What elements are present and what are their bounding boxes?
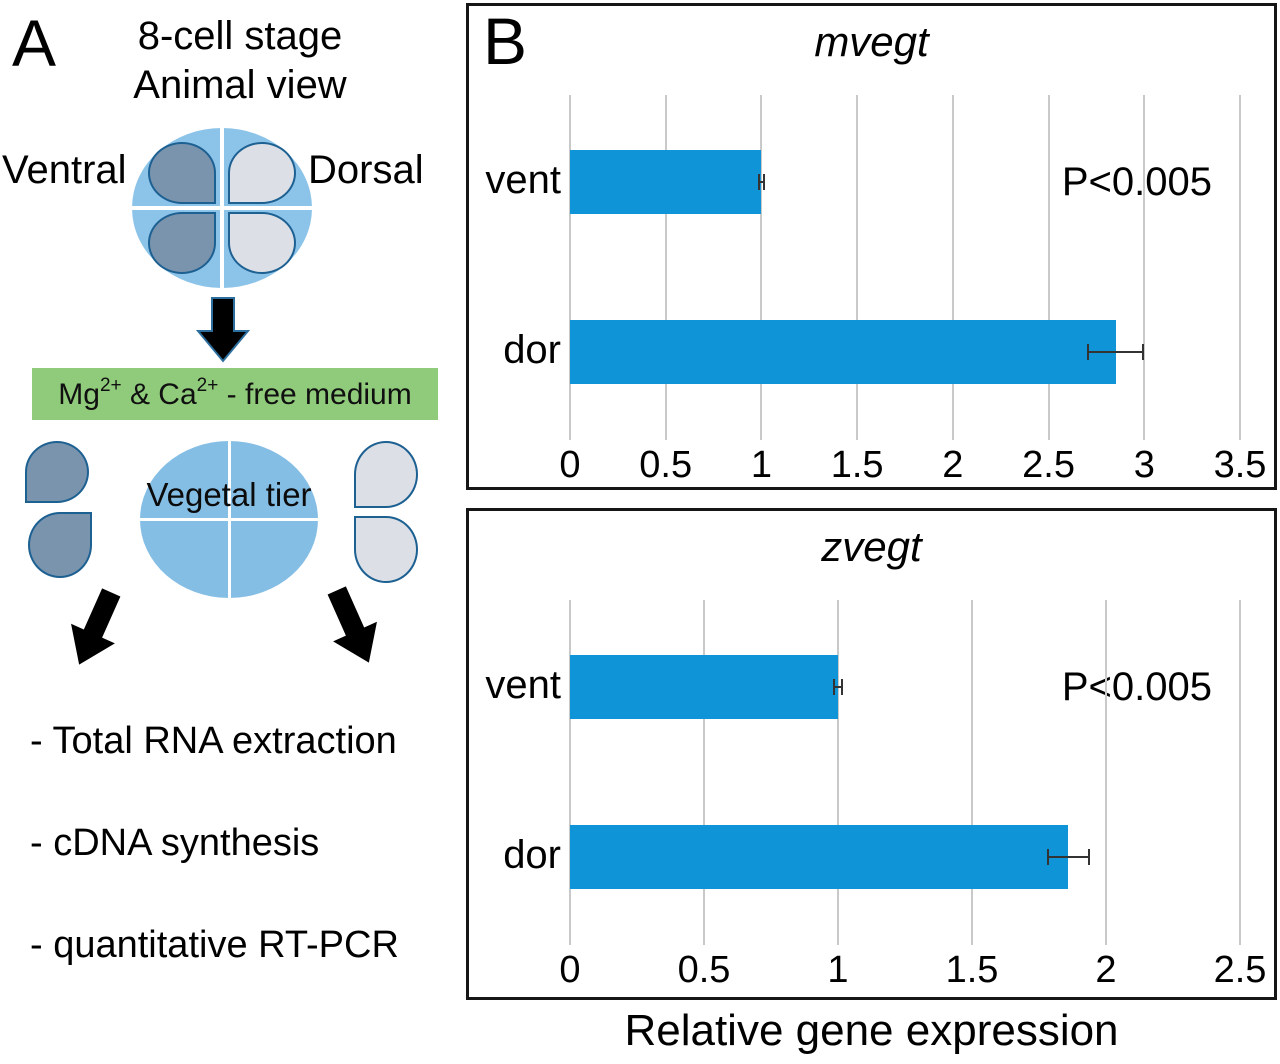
- bar-vent: [570, 655, 838, 719]
- step-total-rna-extraction: - Total RNA extraction: [30, 720, 397, 762]
- panel-a-label: A: [12, 6, 57, 80]
- gridline: [1143, 95, 1146, 440]
- gridline: [837, 600, 839, 945]
- panel-b-label: B: [483, 4, 528, 78]
- chart-title-zvegt: zvegt: [821, 523, 922, 570]
- dorsal-cell-bottom: [228, 212, 296, 274]
- dorsal-cell-isolated-bottom: [354, 516, 418, 583]
- medium-label-box: Mg2+ & Ca2+ - free medium: [32, 368, 438, 420]
- x-tick-label: 2.5: [1022, 444, 1075, 486]
- medium-text: Mg2+ & Ca2+ - free medium: [58, 374, 412, 411]
- panel-a-title: 8-cell stage Animal view: [85, 12, 395, 110]
- x-tick-label: 2.5: [1213, 949, 1267, 991]
- error-bar-dor: [1086, 344, 1145, 360]
- down-arrow-icon: [196, 297, 250, 363]
- diagonal-arrow-left-icon: [71, 588, 121, 665]
- ventral-label: Ventral: [2, 148, 127, 192]
- error-bar-vent: [757, 174, 766, 190]
- vegetal-tier-label: Vegetal tier: [146, 475, 312, 513]
- plot-area-zvegt: 0 0.5 1 1.5 2 2.5 vent dor: [469, 511, 1274, 997]
- gridline: [1239, 600, 1241, 945]
- x-tick-label: 2: [942, 444, 964, 486]
- gridline: [664, 95, 667, 440]
- x-axis-title: Relative gene expression: [624, 1006, 1119, 1055]
- chart-title-mvegt: mvegt: [814, 18, 929, 65]
- category-label-vent: vent: [485, 158, 561, 202]
- gridline: [1047, 95, 1050, 440]
- x-tick-label: 2: [1095, 949, 1117, 991]
- gridline: [971, 600, 973, 945]
- gridline: [569, 95, 571, 440]
- gridline: [1105, 600, 1107, 945]
- x-tick-label: 0.5: [639, 444, 693, 486]
- x-tick-label: 3: [1133, 444, 1155, 486]
- chart-box-mvegt: B mvegt P<0.005 0 0.5 1 1.5 2 2.5 3 3.5 vent dor: [466, 3, 1277, 490]
- gridline: [951, 95, 954, 440]
- gridline: [1239, 95, 1241, 440]
- x-tick-label: 1.5: [830, 444, 884, 486]
- ventral-cell-top: [148, 142, 216, 204]
- category-label-vent: vent: [485, 663, 561, 707]
- embryo-cleavage-line-horizontal: [132, 206, 312, 210]
- error-bar-dor: [1047, 849, 1090, 865]
- x-tick-label: 1.5: [945, 949, 999, 991]
- dorsal-cell-isolated-top: [354, 441, 418, 508]
- diagonal-arrow-right-icon: [327, 586, 377, 663]
- p-value-mvegt: P<0.005: [1061, 160, 1212, 204]
- gridline: [703, 600, 705, 945]
- panel-a-title-line1: 8-cell stage: [137, 14, 343, 58]
- embryo-diagram: [132, 128, 312, 288]
- vegetal-cleavage-line-horizontal: [140, 518, 318, 521]
- ventral-cell-isolated-top: [25, 441, 89, 503]
- bar-dor: [570, 320, 1116, 384]
- step-cdna-synthesis: - cDNA synthesis: [30, 822, 320, 864]
- dorsal-label: Dorsal: [308, 148, 424, 192]
- gridline: [760, 95, 763, 440]
- step-quantitative-rt-pcr: - quantitative RT-PCR: [30, 924, 399, 966]
- bar-vent: [570, 150, 762, 214]
- gridline: [856, 95, 859, 440]
- category-label-dor: dor: [503, 328, 561, 372]
- x-tick-label: 3.5: [1213, 444, 1267, 486]
- p-value-zvegt: P<0.005: [1061, 665, 1212, 709]
- ventral-cell-isolated-bottom: [28, 512, 92, 578]
- x-tick-label: 1: [750, 444, 772, 486]
- dorsal-cell-top: [228, 142, 296, 204]
- plot-area-mvegt: 0 0.5 1 1.5 2 2.5 3 3.5 vent dor: [469, 6, 1274, 487]
- x-tick-label: 0.5: [677, 949, 731, 991]
- vegetal-tier-diagram: Vegetal tier: [140, 441, 318, 598]
- error-bar-vent: [832, 679, 844, 695]
- category-label-dor: dor: [503, 833, 561, 877]
- bar-dor: [570, 825, 1069, 889]
- x-tick-label: 0: [559, 444, 581, 486]
- x-tick-label: 1: [827, 949, 849, 991]
- x-tick-label: 0: [559, 949, 581, 991]
- gridline: [569, 600, 571, 945]
- chart-box-zvegt: zvegt P<0.005 0 0.5 1 1.5 2 2.5 vent dor: [466, 508, 1277, 1000]
- ventral-cell-bottom: [148, 212, 216, 274]
- panel-a-title-line2: Animal view: [133, 63, 347, 107]
